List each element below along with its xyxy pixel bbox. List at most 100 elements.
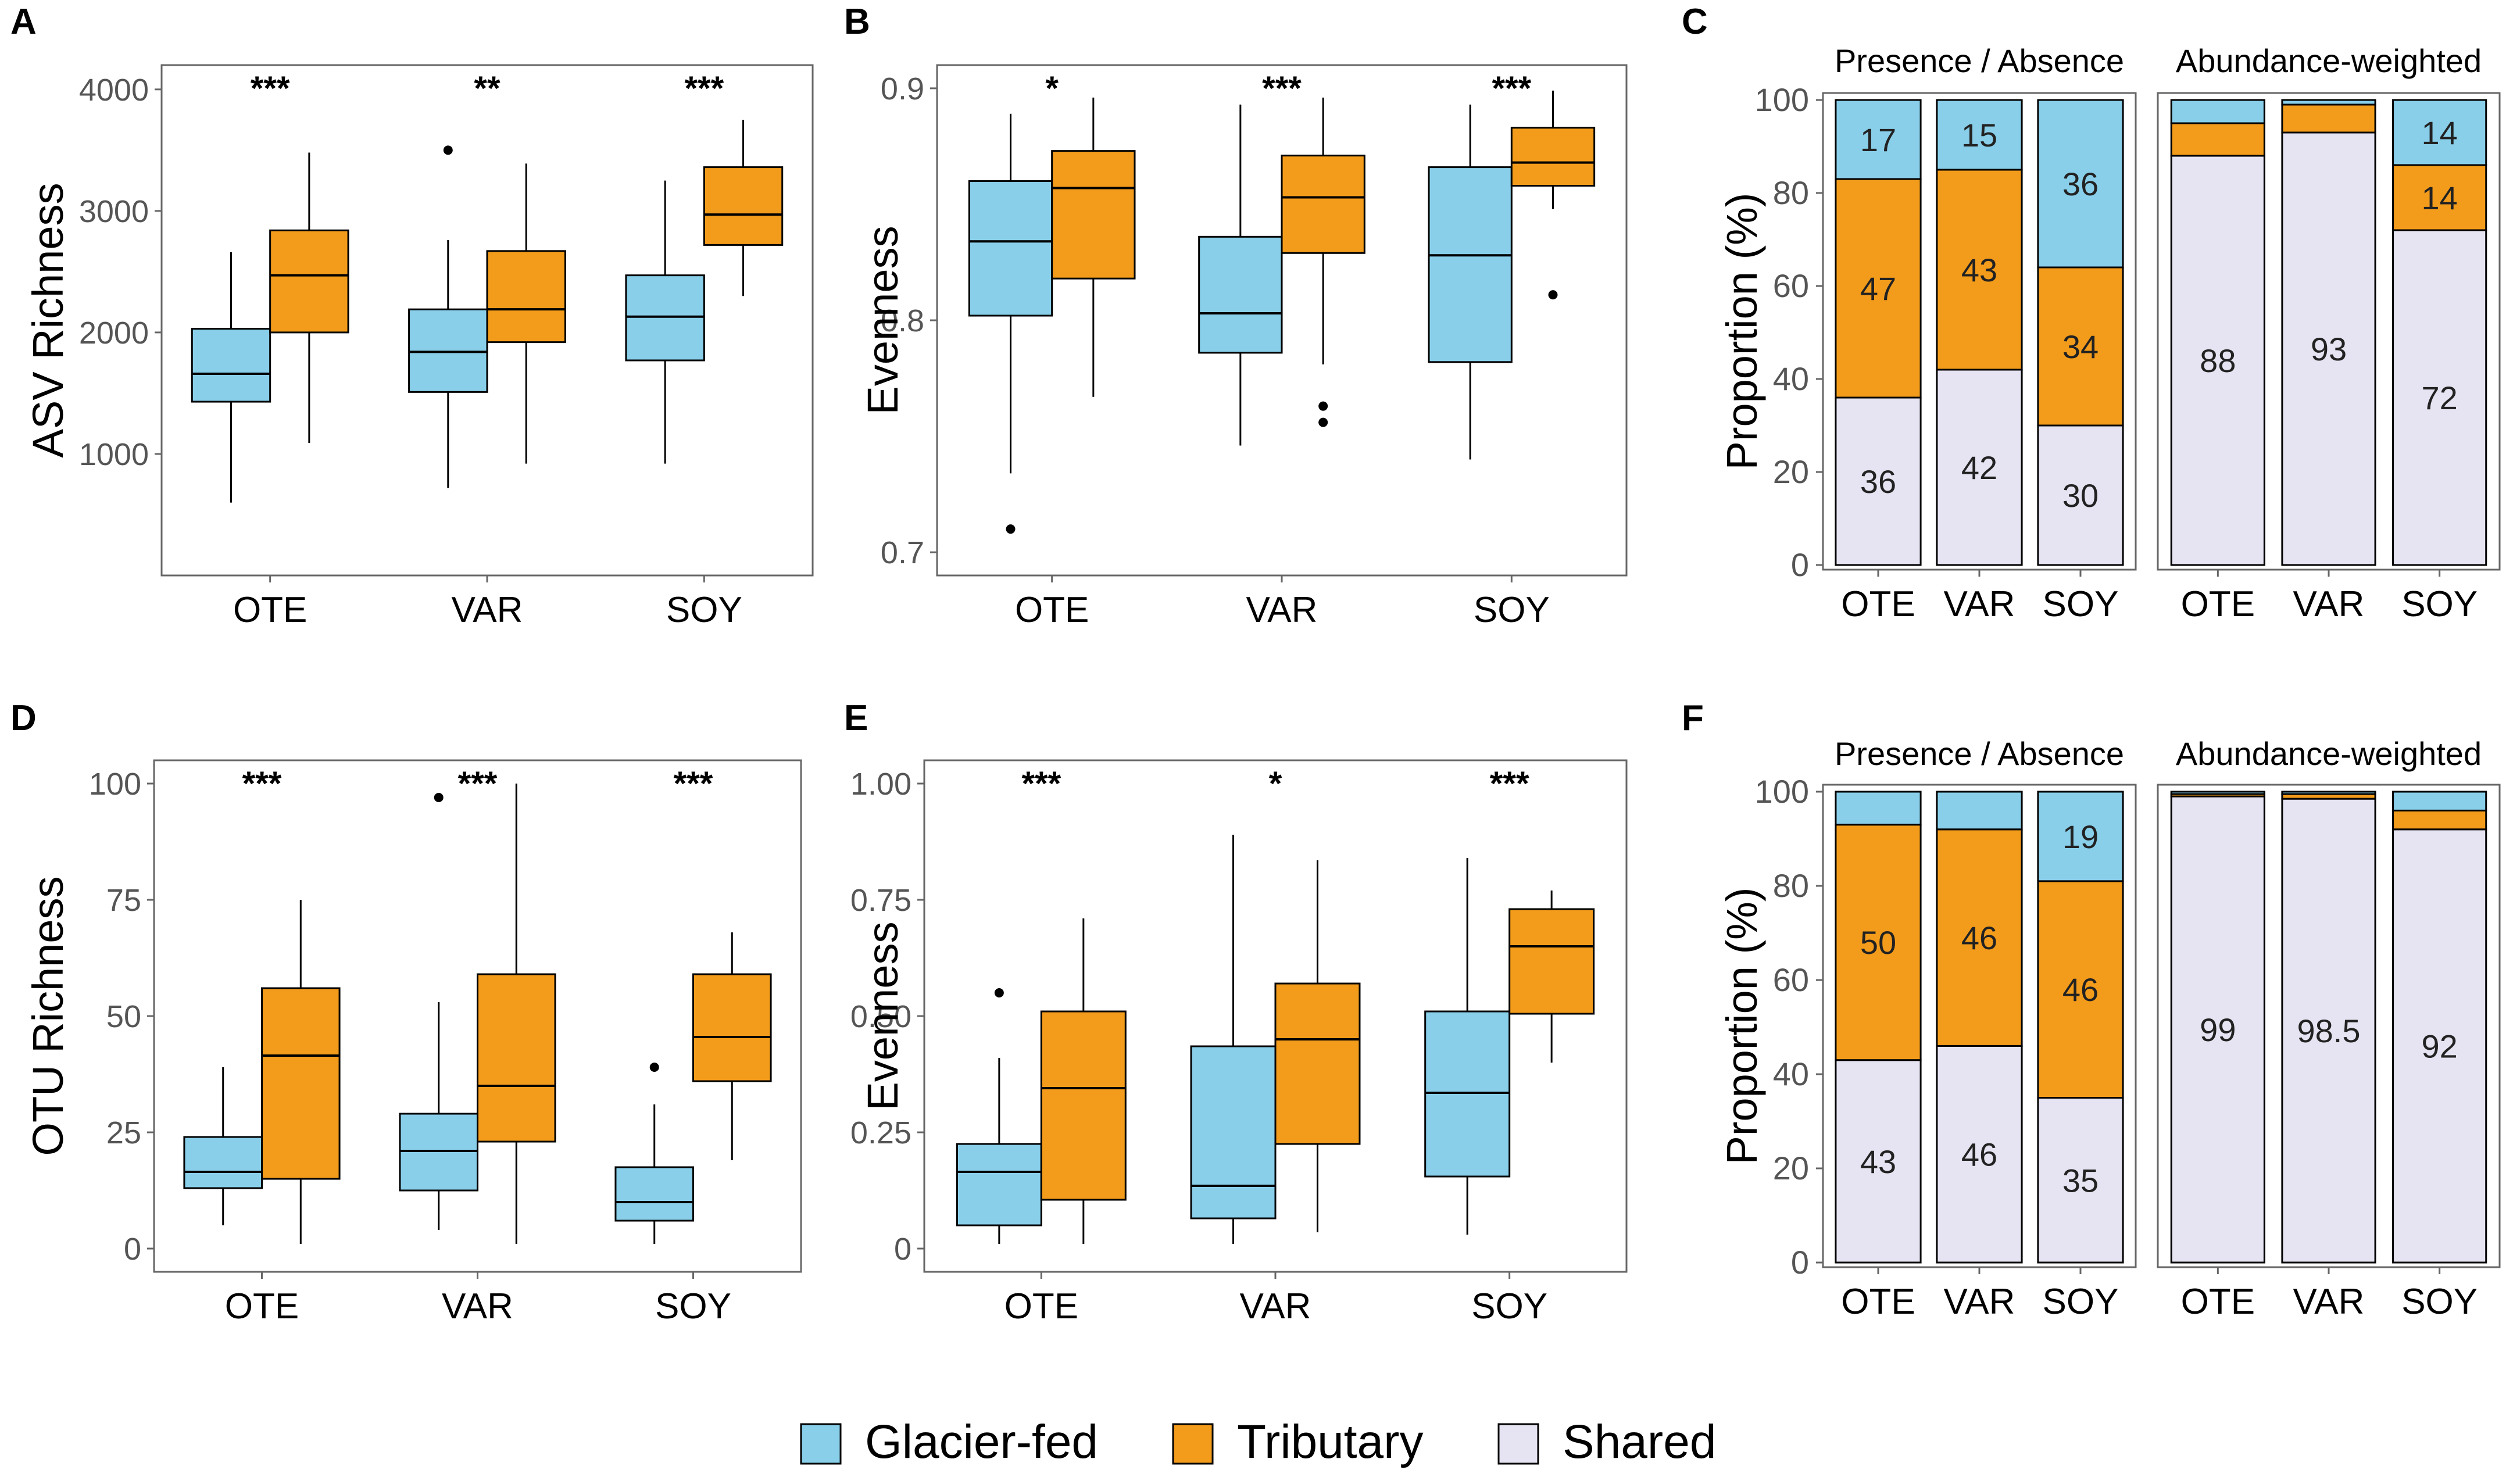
facet-presence-absence: Presence / Absence 36 47 17 OTE 42 43 15 VAR 30 34… [1822, 42, 2137, 624]
data-label-tributary: 34 [2062, 328, 2099, 365]
legend-label: Tributary [1237, 1415, 1423, 1468]
panel-e: E 0 0.25 0.50 0.75 1.00 Evenness OTE *** VAR * SOY *… [844, 698, 1628, 1326]
bar-segment-tributary [1835, 824, 1922, 1061]
bar-segment-shared [1936, 369, 2023, 566]
panel-c: C 0 20 40 60 80 100 Proportion (%) Presence / Ab… [1682, 2, 2501, 624]
bar-segment-shared [1835, 1059, 1922, 1264]
y-tick-label: 80 [1773, 174, 1809, 211]
data-label-shared: 30 [2062, 477, 2099, 514]
y-tick-label: 3000 [79, 194, 149, 229]
box-iqr [1510, 127, 1596, 187]
y-tick-label: 0 [1791, 1244, 1809, 1281]
x-tick-label: VAR [1944, 1282, 2015, 1322]
y-tick-label: 60 [1773, 267, 1809, 304]
panel-letter-a: A [10, 2, 37, 42]
x-tick-label: OTE [1841, 1282, 1915, 1322]
stacked-bar-var: 46 46 [1936, 791, 2023, 1264]
significance-label: *** [674, 765, 713, 803]
legend-swatch [1497, 1423, 1539, 1465]
stacked-bar-soy: 30 34 36 [2037, 99, 2124, 566]
panel-letter-c: C [1682, 2, 1708, 42]
panel-letter-e: E [844, 698, 868, 738]
x-tick-label: VAR [1240, 1286, 1311, 1326]
bar-segment-glacier [2281, 791, 2376, 795]
box-iqr [703, 166, 784, 246]
x-tick-label: SOY [2401, 584, 2478, 624]
box-iqr [1190, 1045, 1277, 1220]
y-tick-label: 4000 [79, 73, 149, 108]
data-label-tributary: 46 [2062, 971, 2099, 1008]
bar-segment-glacier [1835, 99, 1922, 180]
box-iqr [1198, 235, 1283, 354]
box-iqr [191, 328, 271, 403]
box-tributary-var [486, 163, 566, 464]
y-tick-label: 100 [1755, 773, 1809, 810]
box-glacier-var [1198, 104, 1283, 446]
x-tick-label: OTE [1004, 1286, 1078, 1326]
box-glacier-soy [1424, 858, 1511, 1235]
outlier-point [434, 793, 444, 802]
y-tick-label: 1000 [79, 437, 149, 472]
box-iqr [1428, 166, 1513, 363]
bar-segment-glacier [1835, 791, 1922, 826]
y-axis-label: Proportion (%) [1718, 887, 1766, 1164]
legend-item-shared: Shared [1497, 1415, 1716, 1468]
y-tick-label: 0.7 [881, 535, 924, 570]
box-iqr [1040, 1010, 1127, 1201]
data-label-shared: 72 [2422, 380, 2458, 416]
significance-label: *** [242, 765, 282, 803]
box-glacier-soy [625, 180, 705, 464]
bar-segment-glacier [1936, 791, 2023, 831]
data-label-shared: 36 [1860, 463, 1896, 500]
significance-label: *** [1262, 70, 1302, 108]
significance-label: *** [1021, 765, 1061, 803]
box-glacier-ote [191, 252, 271, 503]
facet-title: Abundance-weighted [2176, 735, 2482, 772]
significance-label: * [1269, 765, 1282, 803]
stacked-bar-soy: 92 [2392, 791, 2487, 1264]
data-label-glacier: 36 [2062, 166, 2099, 202]
stacked-bar-ote: 43 50 [1835, 791, 1922, 1264]
stacked-bar-soy: 72 14 14 [2392, 99, 2487, 566]
legend-label: Glacier-fed [865, 1415, 1098, 1468]
box-iqr [1508, 908, 1595, 1015]
data-label-shared: 99 [2200, 1011, 2236, 1048]
facet-title: Presence / Absence [1835, 735, 2124, 772]
box-tributary-var [477, 784, 556, 1244]
stacked-bar-var: 93 [2281, 99, 2376, 566]
bar-segment-shared [1835, 396, 1922, 566]
bar-segment-glacier [2170, 99, 2265, 124]
box-glacier-soy [1428, 104, 1513, 460]
data-label-tributary: 43 [1961, 252, 1997, 288]
facet-presence-absence: Presence / Absence 43 50 OTE 46 46 VAR 35 46 19 SO… [1822, 735, 2137, 1322]
significance-label: *** [251, 70, 290, 108]
box-tributary-ote [1051, 97, 1136, 397]
y-tick-label: 80 [1773, 867, 1809, 904]
y-tick-label: 50 [106, 999, 141, 1034]
bar-segment-shared [2281, 798, 2376, 1264]
box-iqr [968, 180, 1053, 317]
stacked-bar-ote: 36 47 17 [1835, 99, 1922, 566]
panel-letter-b: B [844, 2, 870, 42]
facet-title: Presence / Absence [1835, 42, 2124, 79]
data-label-glacier: 14 [2422, 115, 2458, 151]
x-tick-label: VAR [1944, 584, 2015, 624]
box-iqr [1281, 155, 1365, 254]
data-label-glacier: 15 [1961, 117, 1997, 153]
box-glacier-ote [968, 113, 1053, 534]
bar-segment-tributary [1936, 828, 2023, 1047]
bar-segment-glacier [2037, 99, 2124, 269]
y-tick-label: 20 [1773, 1150, 1809, 1186]
significance-label: ** [474, 70, 501, 108]
stacked-bar-soy: 35 46 19 [2037, 791, 2124, 1264]
bar-segment-shared [2037, 424, 2124, 566]
data-label-tributary: 14 [2422, 180, 2458, 216]
bar-segment-tributary [2170, 122, 2265, 157]
bar-segment-tributary [2037, 880, 2124, 1099]
x-tick-label: OTE [2181, 1282, 2255, 1322]
x-tick-label: SOY [1471, 1286, 1547, 1326]
x-tick-label: SOY [655, 1286, 731, 1326]
x-tick-label: SOY [1474, 590, 1550, 630]
box-tributary-ote [1040, 918, 1127, 1244]
